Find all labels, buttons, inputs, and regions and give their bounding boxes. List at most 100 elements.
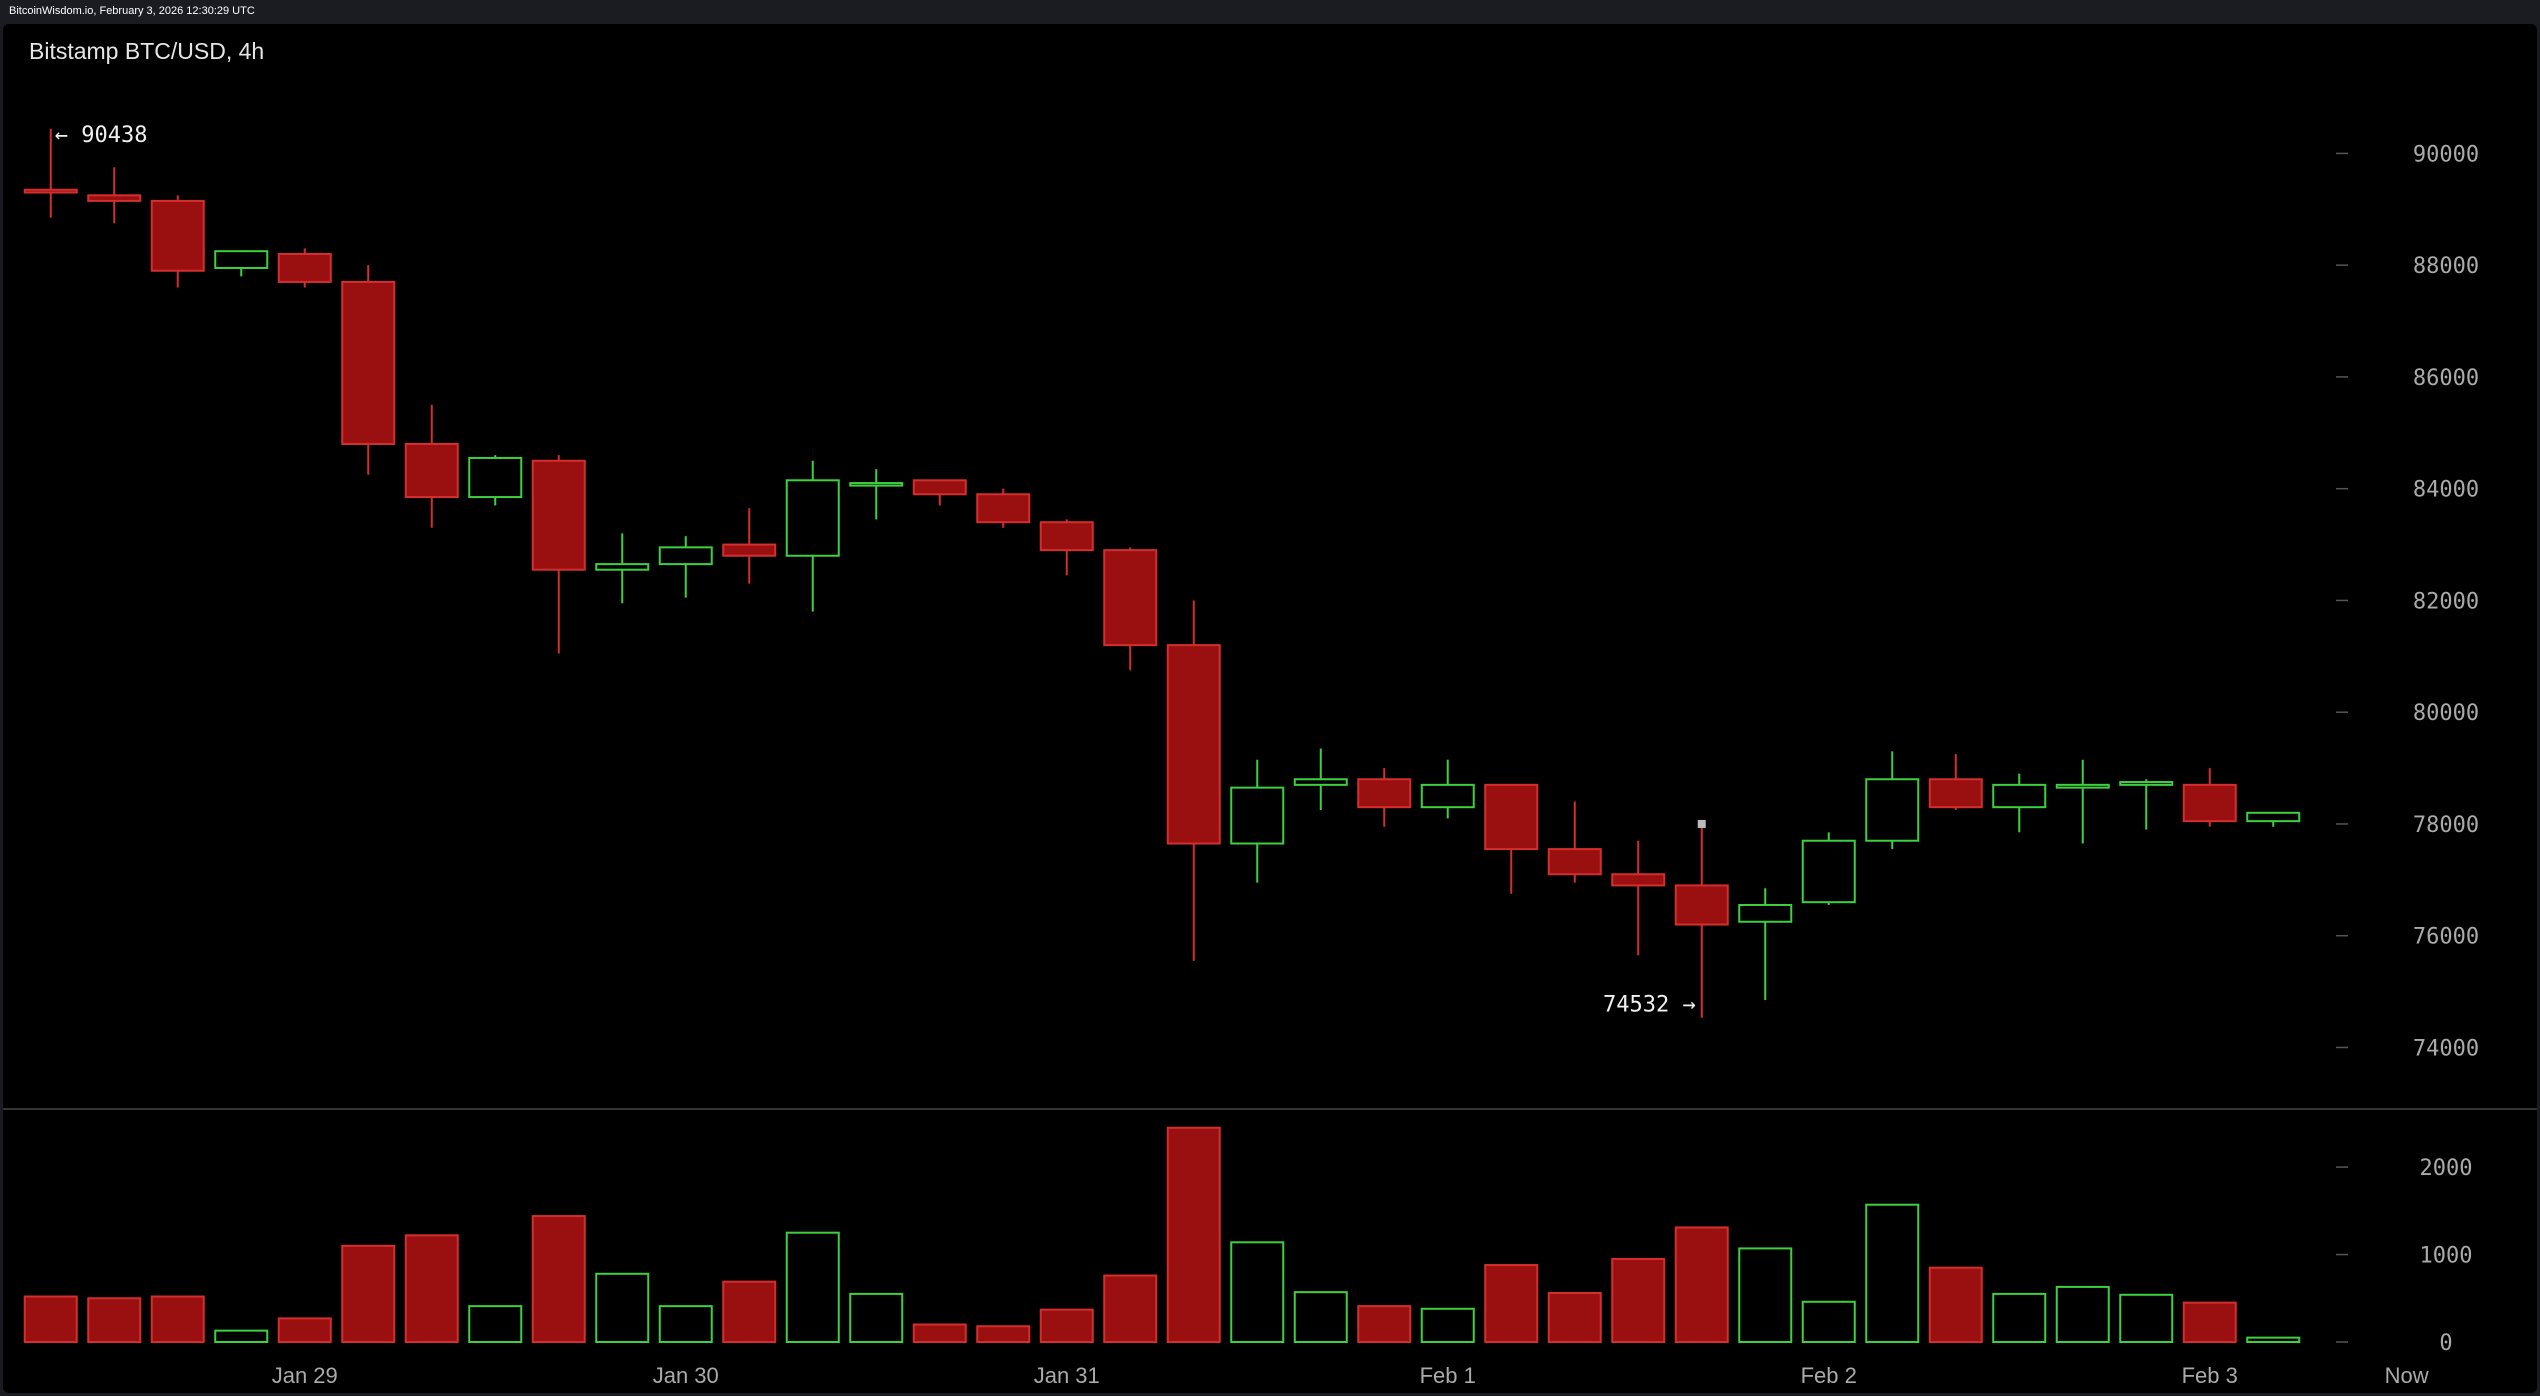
candle-body-down <box>531 459 586 571</box>
annotations-layer: ← 90438 74532 → <box>55 123 1696 1018</box>
volume-bar-up <box>2119 1293 2174 1344</box>
price-marker-icon <box>1697 819 1706 828</box>
volume-bar-down <box>1611 1257 1666 1343</box>
candle-body-down <box>1039 521 1094 552</box>
candle-body-up <box>2246 811 2301 823</box>
candle-body-up <box>849 482 904 487</box>
candle-body-down <box>23 188 78 194</box>
volume-bar-up <box>214 1329 269 1343</box>
candle-body-down <box>1484 783 1539 851</box>
candle-body-down <box>1928 778 1983 809</box>
volume-bar-up <box>595 1272 650 1343</box>
time-axis: Jan 29 Jan 30 Jan 31 Feb 1 Feb 2 Feb 3 Now <box>272 1363 2429 1388</box>
candle-body-up <box>1230 786 1285 845</box>
volume-axis: 0 1000 2000 <box>2336 1156 2472 1356</box>
low-annotation: 74532 → <box>1603 993 1696 1018</box>
candle-body-up <box>1992 783 2047 809</box>
volume-tick-label: 2000 <box>2420 1156 2473 1181</box>
volume-bar-up <box>2246 1336 2301 1343</box>
volume-bar-up <box>1801 1300 1856 1344</box>
candles-layer <box>23 128 2301 1018</box>
candle-body-down <box>150 199 205 272</box>
volume-bar-up <box>1738 1247 1793 1344</box>
time-tick-label: Feb 3 <box>2182 1363 2238 1388</box>
candle-body-up <box>468 456 523 499</box>
volume-bar-down <box>23 1295 78 1344</box>
volume-bar-down <box>722 1280 777 1343</box>
volume-bar-down <box>1166 1126 1221 1344</box>
volume-bar-down <box>87 1297 142 1344</box>
time-tick-label: Now <box>2385 1363 2429 1388</box>
volume-bar-down <box>1674 1226 1729 1343</box>
price-tick-label: 74000 <box>2413 1036 2479 1061</box>
chart-title: Bitstamp BTC/USD, 4h <box>29 38 264 64</box>
candle-body-down <box>912 479 967 496</box>
candle-body-down <box>1166 644 1221 845</box>
volume-bar-up <box>658 1305 713 1344</box>
price-tick-label: 80000 <box>2413 701 2479 726</box>
volume-tick-label: 0 <box>2439 1331 2452 1356</box>
candle-body-down <box>341 280 396 445</box>
volume-bar-up <box>1230 1241 1285 1344</box>
candle-body-down <box>1103 549 1158 647</box>
volume-bar-down <box>1928 1266 1983 1343</box>
volume-bar-up <box>1865 1203 1920 1343</box>
top-bar: BitcoinWisdom.io, February 3, 2026 12:30… <box>0 0 2540 24</box>
volume-bar-down <box>404 1234 459 1344</box>
volume-bar-up <box>468 1305 523 1344</box>
candle-body-down <box>1547 848 1602 876</box>
volume-bar-up <box>1992 1292 2047 1344</box>
volume-bar-down <box>1547 1292 1602 1344</box>
volume-bars-layer <box>23 1126 2301 1344</box>
volume-bar-up <box>1293 1291 1348 1344</box>
volume-bar-down <box>1103 1274 1158 1343</box>
volume-bar-up <box>1420 1307 1475 1344</box>
volume-bar-up <box>2055 1285 2110 1343</box>
time-tick-label: Feb 2 <box>1801 1363 1857 1388</box>
price-axis: 74000 76000 78000 80000 82000 84000 86000 88000… <box>2336 142 2479 1061</box>
volume-tick-label: 1000 <box>2420 1244 2473 1269</box>
chart-panel: Bitstamp BTC/USD, 4h 74000 76000 78000 8000… <box>3 24 2537 1393</box>
volume-bar-down <box>1357 1305 1412 1344</box>
candle-body-up <box>2055 783 2110 789</box>
volume-bar-down <box>912 1323 967 1343</box>
candle-body-up <box>595 563 650 571</box>
candle-body-down <box>87 194 142 202</box>
candle-body-down <box>404 442 459 499</box>
candle-body-up <box>658 546 713 566</box>
candle-body-up <box>2119 781 2174 786</box>
volume-bar-down <box>976 1325 1031 1343</box>
candle-body-up <box>1293 778 1348 786</box>
candle-body-down <box>1357 778 1412 809</box>
volume-bar-up <box>785 1231 840 1344</box>
candlestick-chart[interactable]: Bitstamp BTC/USD, 4h 74000 76000 78000 8000… <box>3 24 2537 1393</box>
volume-bar-down <box>531 1215 586 1343</box>
candle-body-up <box>214 250 269 269</box>
volume-bar-down <box>150 1295 205 1344</box>
price-tick-label: 82000 <box>2413 589 2479 614</box>
candle-body-down <box>277 252 332 283</box>
candle-body-down <box>1611 873 1666 887</box>
candle-body-down <box>722 543 777 557</box>
volume-bar-down <box>277 1317 332 1343</box>
volume-bar-down <box>341 1244 396 1344</box>
time-tick-label: Feb 1 <box>1420 1363 1476 1388</box>
candle-body-down <box>2182 783 2237 823</box>
candle-body-up <box>785 479 840 557</box>
volume-bar-up <box>849 1292 904 1344</box>
volume-bar-down <box>2182 1301 2237 1344</box>
price-tick-label: 76000 <box>2413 925 2479 950</box>
time-tick-label: Jan 31 <box>1034 1363 1100 1388</box>
candle-body-down <box>1674 884 1729 926</box>
volume-bar-down <box>1484 1264 1539 1343</box>
price-tick-label: 90000 <box>2413 142 2479 167</box>
time-tick-label: Jan 30 <box>653 1363 719 1388</box>
high-annotation: ← 90438 <box>55 123 148 148</box>
site-timestamp: BitcoinWisdom.io, February 3, 2026 12:30… <box>9 5 255 17</box>
price-tick-label: 78000 <box>2413 813 2479 838</box>
price-tick-label: 84000 <box>2413 478 2479 503</box>
volume-bar-down <box>1039 1308 1094 1344</box>
price-tick-label: 88000 <box>2413 254 2479 279</box>
candle-body-up <box>1865 778 1920 842</box>
candle-body-down <box>976 493 1031 524</box>
